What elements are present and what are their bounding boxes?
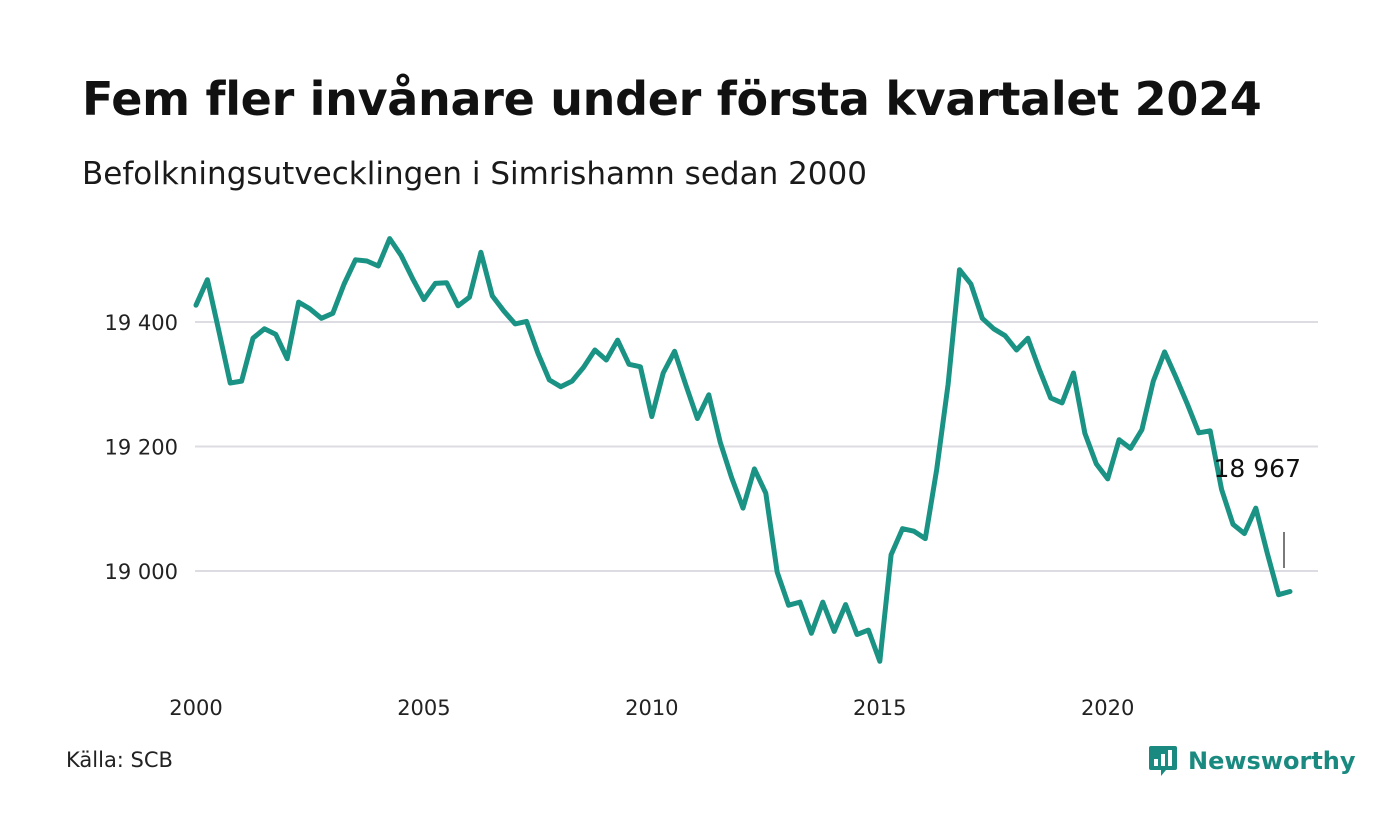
series-line-0 [193, 236, 1293, 664]
gridlines [195, 321, 1318, 572]
x-axis-tick-labels: 2000 2005 2010 2015 2020 [169, 696, 1134, 720]
end-value-label: 18 967 [1214, 454, 1301, 483]
x-tick-label-2000: 2000 [169, 696, 222, 720]
y-tick-label-19000: 19 000 [105, 560, 178, 584]
series-group [193, 236, 1293, 664]
y-tick-label-19400: 19 400 [105, 311, 178, 335]
x-tick-label-2010: 2010 [625, 696, 678, 720]
x-tick-label-2015: 2015 [853, 696, 906, 720]
source-note: Källa: SCB [66, 748, 173, 772]
y-axis-tick-labels: 19 000 19 200 19 400 [105, 311, 178, 584]
brand-name: Newsworthy [1188, 747, 1356, 775]
x-tick-label-2005: 2005 [397, 696, 450, 720]
chart-title: Fem fler invånare under första kvartalet… [82, 72, 1262, 126]
x-tick-label-2020: 2020 [1081, 696, 1134, 720]
bar-chart-speech-bubble-icon [1149, 746, 1177, 776]
chart-subtitle: Befolkningsutvecklingen i Simrishamn sed… [82, 156, 867, 192]
y-tick-label-19200: 19 200 [105, 436, 178, 460]
brand-logo: Newsworthy [1148, 744, 1356, 778]
end-annotation: 18 967 [1214, 454, 1301, 568]
